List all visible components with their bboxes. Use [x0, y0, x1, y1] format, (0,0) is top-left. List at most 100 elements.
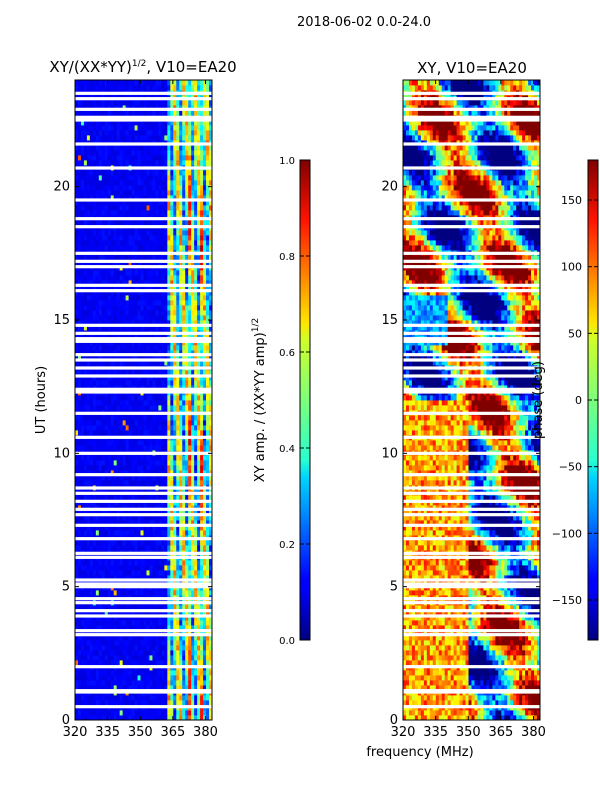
heatmap-cell — [113, 655, 118, 661]
heatmap-cell — [101, 190, 106, 196]
heatmap-cell — [188, 645, 192, 651]
heatmap-cell — [98, 355, 103, 361]
heatmap-cell — [146, 650, 150, 656]
heatmap-cell — [167, 240, 171, 246]
heatmap-cell — [167, 530, 171, 536]
heatmap-cell — [92, 415, 97, 421]
heatmap-cell — [128, 355, 132, 361]
heatmap-cell — [149, 530, 153, 536]
heatmap-cell — [80, 420, 85, 426]
heatmap-cell — [101, 285, 106, 291]
heatmap-cell — [158, 445, 162, 451]
heatmap-cell — [134, 605, 138, 611]
heatmap-cell — [185, 570, 189, 576]
heatmap-cell — [86, 625, 91, 631]
heatmap-cell — [101, 615, 106, 621]
heatmap-cell — [188, 515, 192, 521]
heatmap-cell — [197, 325, 201, 331]
heatmap-cell — [83, 200, 88, 206]
heatmap-cell — [140, 470, 144, 476]
heatmap-cell — [122, 575, 127, 581]
heatmap-cell — [131, 565, 135, 571]
heatmap-cell — [98, 515, 103, 521]
heatmap-cell — [92, 275, 97, 281]
heatmap-cell — [185, 430, 189, 436]
heatmap-cell — [116, 415, 121, 421]
heatmap-cell — [140, 615, 144, 621]
heatmap-cell — [137, 645, 141, 651]
heatmap-cell — [75, 305, 79, 311]
heatmap-cell — [110, 695, 115, 701]
heatmap-cell — [101, 605, 106, 611]
heatmap-cell — [182, 710, 186, 716]
heatmap-cell — [113, 525, 118, 531]
heatmap-cell — [173, 590, 177, 596]
heatmap-cell — [158, 190, 162, 196]
heatmap-cell — [134, 325, 138, 331]
heatmap-cell — [75, 315, 79, 321]
heatmap-cell — [86, 425, 91, 431]
heatmap-cell — [203, 530, 207, 536]
heatmap-cell — [158, 300, 162, 306]
heatmap-cell — [161, 425, 165, 431]
heatmap-cell — [113, 425, 118, 431]
heatmap-cell — [206, 380, 210, 386]
heatmap-cell — [158, 440, 162, 446]
heatmap-cell — [170, 300, 174, 306]
heatmap-cell — [158, 280, 162, 286]
heatmap-cell — [182, 415, 186, 421]
heatmap-cell — [125, 285, 130, 291]
heatmap-cell — [203, 190, 207, 196]
heatmap-cell — [176, 245, 180, 251]
heatmap-cell — [107, 205, 112, 211]
heatmap-cell — [107, 660, 112, 666]
heatmap-cell — [83, 700, 88, 706]
heatmap-cell — [191, 670, 195, 676]
heatmap-cell — [176, 290, 180, 296]
heatmap-cell — [110, 505, 115, 511]
heatmap-cell — [203, 360, 207, 366]
heatmap-cell — [119, 270, 124, 276]
heatmap-cell — [137, 400, 141, 406]
heatmap-cell — [122, 355, 127, 361]
heatmap-cell — [134, 180, 138, 186]
heatmap-cell — [149, 320, 153, 326]
heatmap-cell — [197, 680, 201, 686]
heatmap-cell — [95, 270, 100, 276]
heatmap-cell — [125, 715, 130, 721]
heatmap-cell — [75, 200, 79, 206]
heatmap-cell — [101, 470, 106, 476]
heatmap-cell — [203, 480, 207, 486]
heatmap-cell — [122, 530, 127, 536]
heatmap-cell — [194, 195, 198, 201]
heatmap-cell — [203, 715, 207, 721]
heatmap-cell — [191, 295, 195, 301]
heatmap-cell — [140, 220, 144, 226]
heatmap-cell — [158, 375, 162, 381]
heatmap-cell — [143, 350, 147, 356]
heatmap-cell — [89, 395, 94, 401]
heatmap-cell — [89, 205, 94, 211]
heatmap-cell — [119, 230, 124, 236]
heatmap-cell — [140, 495, 144, 501]
heatmap-cell — [131, 245, 135, 251]
heatmap-cell — [203, 660, 207, 666]
heatmap-cell — [98, 540, 103, 546]
heatmap-cell — [140, 680, 144, 686]
heatmap-cell — [173, 475, 177, 481]
heatmap-cell — [185, 305, 189, 311]
heatmap-cell — [143, 695, 147, 701]
heatmap-cell — [191, 715, 195, 721]
heatmap-cell — [77, 460, 82, 466]
heatmap-cell — [155, 200, 159, 206]
heatmap-cell — [182, 660, 186, 666]
heatmap-cell — [200, 510, 204, 516]
heatmap-cell — [125, 300, 130, 306]
heatmap-cell — [146, 220, 150, 226]
heatmap-cell — [128, 625, 132, 631]
heatmap-cell — [128, 360, 132, 366]
heatmap-cell — [155, 545, 159, 551]
heatmap-cell — [173, 505, 177, 511]
heatmap-cell — [95, 205, 100, 211]
heatmap-cell — [191, 395, 195, 401]
